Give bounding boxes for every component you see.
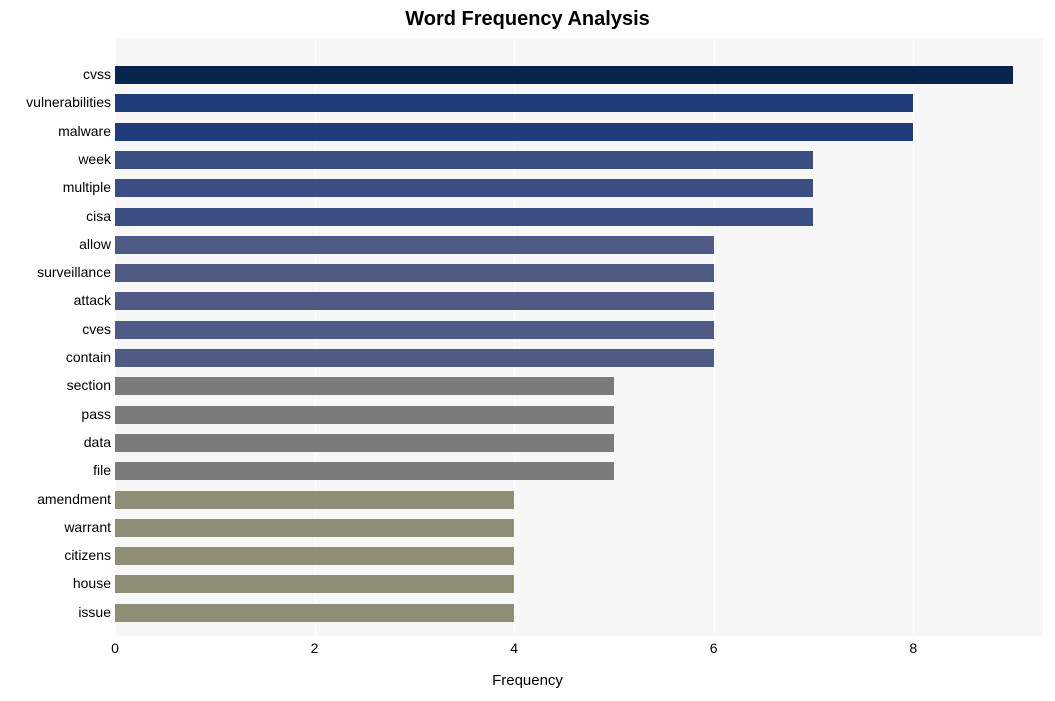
x-tick-label: 2	[311, 640, 319, 656]
bar	[115, 377, 614, 395]
bar	[115, 292, 714, 310]
y-tick-label: amendment	[37, 491, 111, 507]
bar	[115, 547, 514, 565]
y-tick-label: cvss	[83, 66, 111, 82]
x-tick-label: 4	[510, 640, 518, 656]
y-tick-label: citizens	[64, 547, 111, 563]
y-tick-label: contain	[66, 349, 111, 365]
bar	[115, 179, 813, 197]
x-axis-label: Frequency	[0, 672, 1055, 689]
grid-line	[913, 38, 914, 636]
chart-container: Word Frequency Analysis Frequency 0 2 4 6 8 c…	[0, 0, 1055, 701]
bar	[115, 434, 614, 452]
bar	[115, 208, 813, 226]
bar	[115, 123, 913, 141]
y-tick-label: cves	[82, 321, 111, 337]
y-tick-label: data	[84, 434, 111, 450]
y-tick-label: issue	[78, 604, 111, 620]
bar	[115, 236, 714, 254]
bar	[115, 349, 714, 367]
y-tick-label: house	[73, 575, 111, 591]
bar	[115, 66, 1013, 84]
y-tick-label: cisa	[86, 208, 111, 224]
y-tick-label: vulnerabilities	[26, 94, 111, 110]
x-tick-label: 8	[909, 640, 917, 656]
y-tick-label: warrant	[64, 519, 111, 535]
y-tick-label: week	[78, 151, 111, 167]
bar	[115, 94, 913, 112]
bar	[115, 264, 714, 282]
bar	[115, 462, 614, 480]
y-tick-label: attack	[74, 292, 111, 308]
y-tick-label: section	[67, 377, 111, 393]
y-tick-label: allow	[79, 236, 111, 252]
x-tick-label: 0	[111, 640, 119, 656]
bar	[115, 321, 714, 339]
bar	[115, 575, 514, 593]
y-tick-label: multiple	[63, 179, 111, 195]
plot-area	[115, 38, 1043, 636]
bar	[115, 604, 514, 622]
y-tick-label: file	[93, 462, 111, 478]
bar	[115, 151, 813, 169]
bar	[115, 491, 514, 509]
y-tick-label: malware	[58, 123, 111, 139]
y-tick-label: surveillance	[37, 264, 111, 280]
x-tick-label: 6	[710, 640, 718, 656]
bar	[115, 519, 514, 537]
chart-title: Word Frequency Analysis	[0, 8, 1055, 31]
y-tick-label: pass	[81, 406, 111, 422]
bar	[115, 406, 614, 424]
